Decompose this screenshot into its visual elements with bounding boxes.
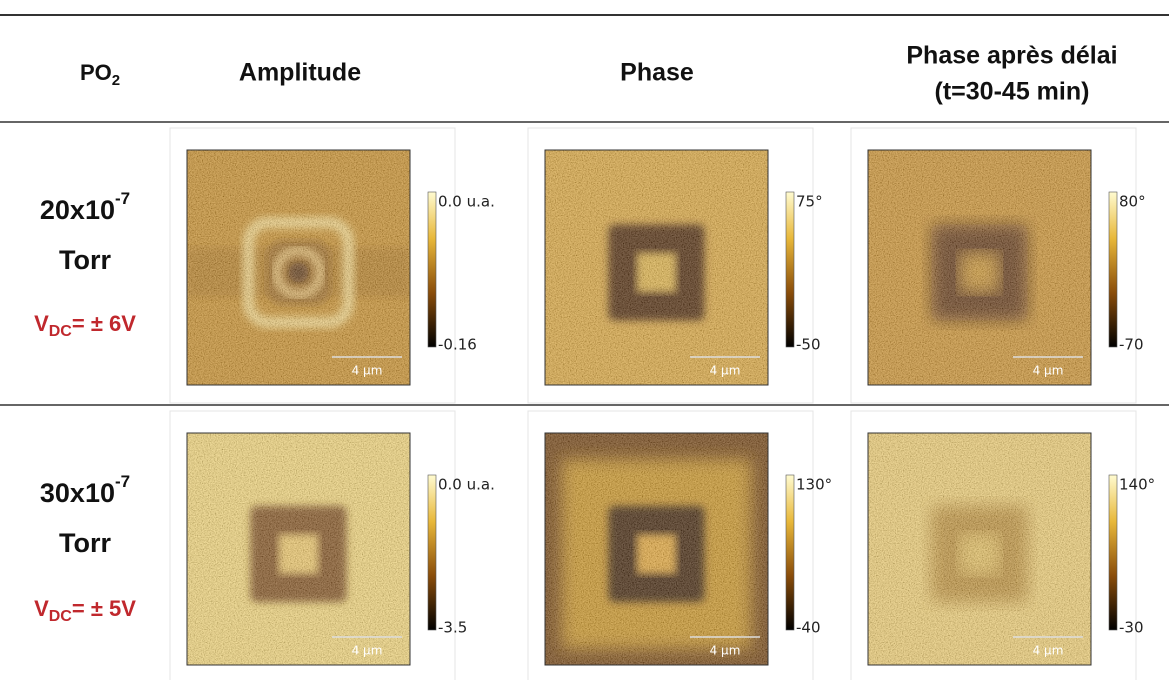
noise <box>187 433 410 665</box>
afm-image <box>545 433 768 665</box>
voltage-sub: DC <box>49 323 73 340</box>
colorbar-max: 0.0 u.a. <box>438 476 495 494</box>
image-border <box>186 432 411 666</box>
panel-frame <box>850 127 1137 404</box>
noise <box>868 150 1091 385</box>
colorbar <box>785 474 795 631</box>
noise <box>545 150 768 385</box>
colorbar-min: -0.16 <box>438 336 477 354</box>
scale-bar-label: 4 µm <box>710 364 741 378</box>
voltage-v: V <box>34 596 49 621</box>
scale-bar-label: 4 µm <box>352 644 383 658</box>
header-delay: Phase après délai <box>906 42 1117 70</box>
scale-bar-label: 4 µm <box>352 364 383 378</box>
colorbar <box>427 191 437 348</box>
scale-bar-label: 4 µm <box>1033 364 1064 378</box>
pressure-exponent: -7 <box>115 472 130 491</box>
afm-image <box>545 150 768 385</box>
noise <box>187 150 410 385</box>
colorbar-min: -40 <box>796 619 821 637</box>
pressure-unit: Torr <box>59 245 111 275</box>
voltage-sub: DC <box>49 608 73 625</box>
header-delay-time: (t=30-45 min) <box>935 78 1090 106</box>
pressure-base: 30x10 <box>40 478 115 508</box>
panel-frame <box>169 410 456 680</box>
colorbar-max: 140° <box>1119 476 1155 494</box>
colorbar-min: -30 <box>1119 619 1144 637</box>
header-po: PO2 <box>80 60 120 89</box>
colorbar-max: 130° <box>796 476 832 494</box>
header-amplitude: Amplitude <box>239 59 361 87</box>
image-border <box>867 149 1092 386</box>
colorbar <box>785 191 795 348</box>
panel-frame <box>850 410 1137 680</box>
voltage-v: V <box>34 311 49 336</box>
image-border <box>544 432 769 666</box>
colorbar <box>1108 191 1118 348</box>
colorbar <box>1108 474 1118 631</box>
voltage: VDC= ± 6V <box>34 311 136 340</box>
pressure-exponent: -7 <box>115 189 130 208</box>
voltage-rest: = ± 6V <box>72 311 136 336</box>
noise <box>545 433 768 665</box>
image-border <box>867 432 1092 666</box>
po-text: PO <box>80 60 112 85</box>
afm-image <box>187 150 410 385</box>
pressure-unit: Torr <box>59 528 111 558</box>
voltage: VDC= ± 5V <box>34 596 136 625</box>
colorbar-min: -3.5 <box>438 619 467 637</box>
colorbar <box>427 474 437 631</box>
scale-bar-label: 4 µm <box>710 644 741 658</box>
voltage-rest: = ± 5V <box>72 596 136 621</box>
scale-bar-label: 4 µm <box>1033 644 1064 658</box>
pressure: 30x10-7 <box>40 472 130 508</box>
panel-frame <box>527 410 814 680</box>
colorbar-min: -70 <box>1119 336 1144 354</box>
header-phase: Phase <box>620 59 694 87</box>
afm-image <box>868 150 1091 385</box>
colorbar-max: 75° <box>796 193 823 211</box>
colorbar-max: 0.0 u.a. <box>438 193 495 211</box>
afm-image <box>868 433 1091 665</box>
noise <box>868 433 1091 665</box>
panel-frame <box>527 127 814 404</box>
po-subscript: 2 <box>112 72 120 89</box>
panel-frame <box>169 127 456 404</box>
image-border <box>186 149 411 386</box>
image-border <box>544 149 769 386</box>
colorbar-min: -50 <box>796 336 821 354</box>
pressure: 20x10-7 <box>40 189 130 225</box>
colorbar-max: 80° <box>1119 193 1146 211</box>
pressure-base: 20x10 <box>40 195 115 225</box>
afm-image <box>187 433 410 665</box>
